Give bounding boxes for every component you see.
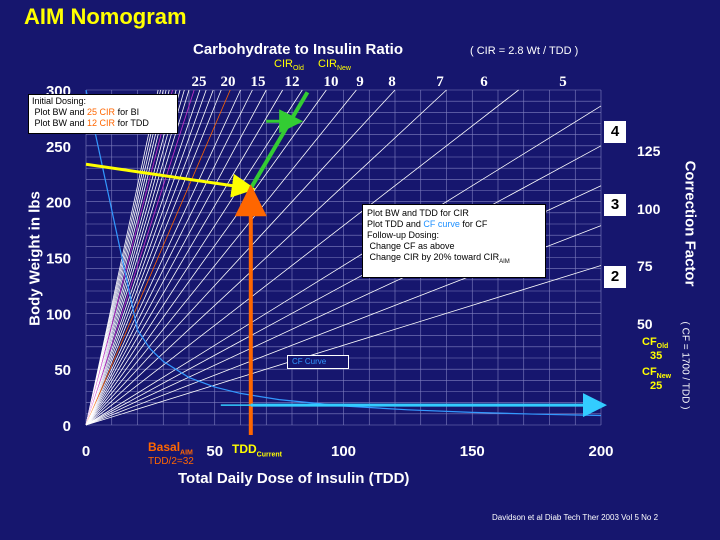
step-3-badge: 3	[604, 194, 626, 216]
cir-fan-line	[85, 89, 195, 426]
cir-tick-label: 20	[221, 74, 236, 90]
cir-fan-line	[85, 89, 177, 426]
x-tick-label: 0	[82, 443, 90, 460]
y-axis-label: Body Weight in lbs	[26, 191, 44, 326]
cir-tick-label: 7	[436, 74, 444, 90]
x-axis-label: Total Daily Dose of Insulin (TDD)	[178, 470, 410, 487]
cir-fan-line	[85, 89, 327, 426]
cir-tick-label: 5	[559, 74, 567, 90]
cf-curve-label: CF Curve	[287, 355, 349, 369]
cir-tick-label: 6	[480, 74, 488, 90]
cir-fan-line	[85, 89, 396, 426]
basal-label: BasalAIM	[148, 440, 193, 457]
cir-tick-label: 15	[251, 74, 266, 90]
cir-fan-line	[85, 89, 190, 426]
step-4-badge: 4	[604, 121, 626, 143]
citation: Davidson et al Diab Tech Ther 2003 Vol 5…	[492, 513, 659, 522]
cf-old-label: CFOld	[642, 336, 669, 351]
cf-curve-line	[137, 329, 602, 417]
y-tick-label: 150	[46, 251, 71, 268]
cir-fan-line	[85, 89, 231, 426]
tdd-current-label: TDDCurrent	[232, 442, 282, 459]
y-tick-label: 50	[54, 362, 71, 379]
cir-fan-line	[85, 89, 201, 426]
cir-fan-line	[85, 89, 164, 426]
followup-box-line1: Plot BW and TDD for CIR	[367, 208, 469, 218]
initial-box-line1: Initial Dosing:	[32, 96, 87, 106]
y-tick-label: 100	[46, 306, 71, 323]
initial-box-line3: Plot BW and 12 CIR for TDD	[34, 118, 149, 128]
cir-new-label: CIRNew	[318, 58, 351, 73]
cir-tick-label: 8	[388, 74, 396, 90]
x-tick-label: 100	[331, 443, 356, 460]
basal-formula: TDD/2=32	[148, 456, 194, 467]
cir-fan-line	[85, 265, 602, 426]
cf-tick-125: 125	[637, 143, 661, 159]
cir-fan-line	[85, 89, 357, 426]
cir-fan-line	[85, 89, 303, 426]
cf-new-value: 25	[650, 380, 663, 392]
cf-tick-100: 100	[637, 201, 661, 217]
cir-fan-line	[85, 89, 447, 426]
followup-box-line3: Follow-up Dosing:	[367, 230, 440, 240]
y-tick-label: 250	[46, 139, 71, 156]
cir-fan-line	[85, 89, 283, 426]
right-axis-formula: ( CF = 1700 / TDD )	[679, 321, 691, 410]
top-axis-title: Carbohydrate to Insulin Ratio	[193, 41, 404, 58]
x-tick-label: 200	[588, 443, 613, 460]
step-2-badge: 2	[604, 266, 626, 288]
cir-fan-line	[85, 89, 222, 426]
cf-new-label: CFNew	[642, 366, 672, 381]
cir-fan-line	[85, 105, 602, 426]
top-axis-formula: ( CIR = 2.8 Wt / TDD )	[470, 45, 579, 57]
cir-fan-line	[85, 89, 181, 426]
y-tick-label: 0	[63, 418, 71, 435]
followup-dosing-box: Plot BW and TDD for CIR Plot TDD and CF …	[362, 204, 546, 278]
cir-fan-line	[85, 89, 170, 426]
cir-fan-line	[85, 89, 185, 426]
cir-fan-line	[85, 89, 173, 426]
cir-fan-line	[85, 89, 241, 426]
cir-new-line	[249, 91, 310, 190]
cir-fan-line	[85, 89, 253, 426]
x-tick-label: 50	[206, 443, 223, 460]
followup-box-line5: Change CIR by 20% toward CIRAIM	[369, 252, 510, 265]
cir-fan-line	[85, 89, 519, 426]
x-tick-label: 150	[460, 443, 485, 460]
followup-box-line4: Change CF as above	[369, 241, 455, 251]
cf-old-value: 35	[650, 350, 663, 362]
slide-title: AIM Nomogram	[24, 4, 187, 29]
cir-fan-line	[85, 89, 267, 426]
followup-box-line2: Plot TDD and CF curve for CF	[367, 219, 488, 229]
cf-tick-50: 50	[637, 316, 653, 332]
bw-marker-line	[85, 162, 256, 198]
cir-tick-label: 25	[192, 74, 207, 90]
cir-fan-line	[85, 89, 214, 426]
y-tick-label: 200	[46, 195, 71, 212]
initial-dosing-box: Initial Dosing: Plot BW and 25 CIR for B…	[28, 94, 178, 134]
cir-fan-line	[85, 145, 602, 426]
cir-tick-label: 10	[324, 74, 339, 90]
right-axis-title: Correction Factor	[681, 160, 699, 287]
cir-tick-label: 9	[356, 74, 364, 90]
cf-tick-75: 75	[637, 258, 653, 274]
cir-tick-label: 12	[285, 74, 300, 90]
initial-box-line2: Plot BW and 25 CIR for BI	[34, 107, 140, 117]
cir-old-label: CIROld	[274, 58, 304, 73]
cir-fan-line	[85, 89, 167, 426]
cir-fan-line	[85, 89, 161, 426]
cir-fan-line	[85, 89, 207, 426]
